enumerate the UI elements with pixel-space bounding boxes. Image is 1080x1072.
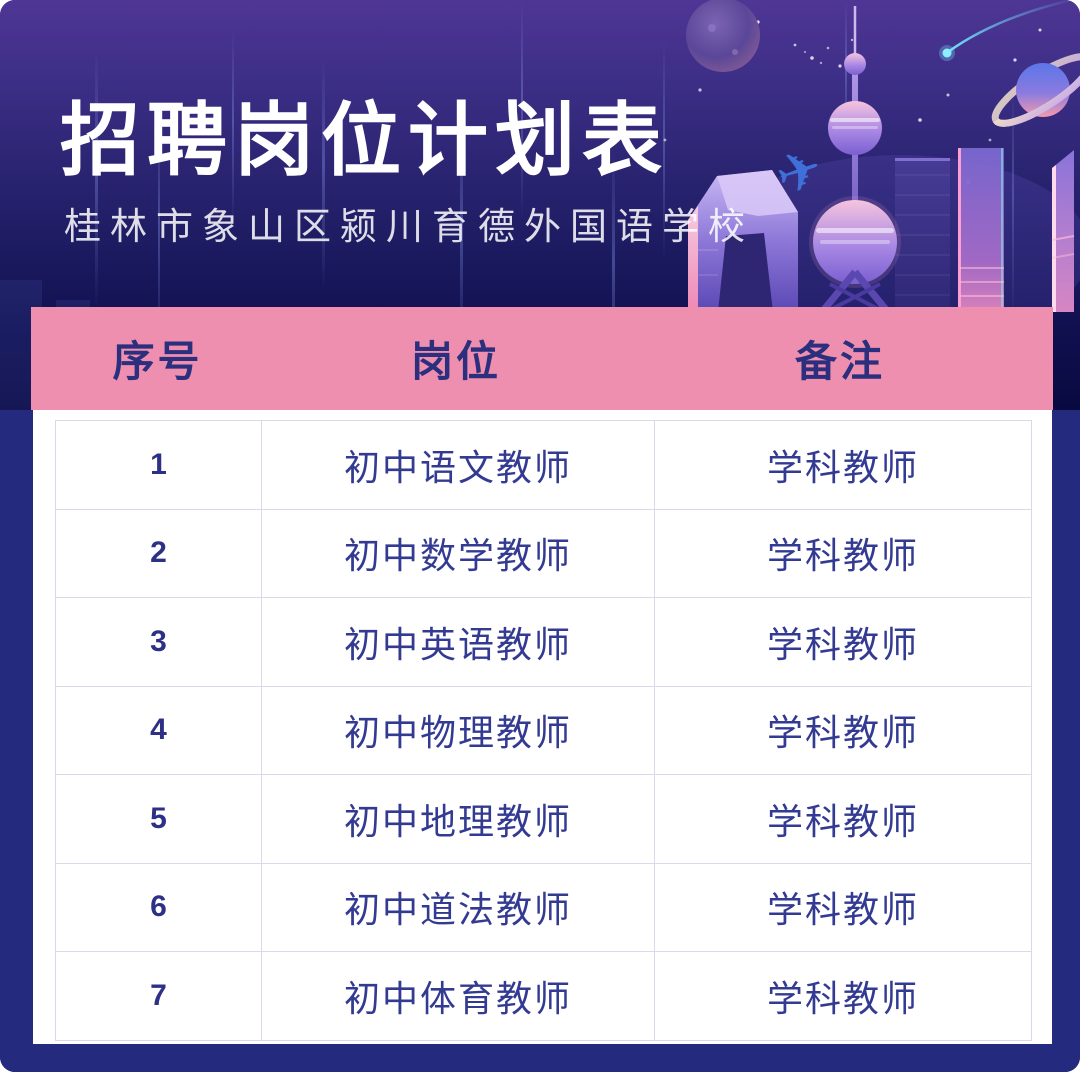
row-index-cell: 1 (55, 420, 262, 510)
moon-icon (686, 0, 760, 72)
column-header-position: 岗位 (410, 338, 501, 385)
row-note-cell: 学科教师 (654, 597, 1032, 687)
row-note-cell: 学科教师 (654, 420, 1032, 510)
skyscraper-icon (958, 148, 1004, 312)
table-row: 7 初中体育教师 学科教师 (55, 951, 1032, 1041)
oriental-pearl-tower-icon (809, 6, 901, 312)
column-header-note: 备注 (794, 338, 885, 385)
row-position-cell: 初中体育教师 (261, 951, 655, 1041)
table-panel: 1 初中语文教师 学科教师 2 初中数学教师 学科教师 3 初中英语教师 学科教… (33, 410, 1052, 1044)
table-row: 1 初中语文教师 学科教师 (55, 420, 1032, 510)
row-note-cell: 学科教师 (654, 862, 1032, 952)
header-banner: ✈ (0, 0, 1080, 410)
row-position-cell: 初中语文教师 (261, 420, 655, 510)
saturn-planet-icon (991, 53, 1080, 127)
row-position-cell: 初中道法教师 (261, 862, 655, 952)
row-note-cell: 学科教师 (654, 774, 1032, 864)
row-note-cell: 学科教师 (654, 508, 1032, 598)
row-index-cell: 2 (55, 508, 262, 598)
row-index-cell: 7 (55, 951, 262, 1041)
skyscraper-icon (895, 158, 950, 312)
table-row: 5 初中地理教师 学科教师 (55, 774, 1032, 864)
row-index-cell: 3 (55, 597, 262, 687)
row-note-cell: 学科教师 (654, 951, 1032, 1041)
table-row: 4 初中物理教师 学科教师 (55, 685, 1032, 775)
row-position-cell: 初中物理教师 (261, 685, 655, 775)
table-header-band: 序号 岗位 备注 (31, 307, 1053, 410)
cctv-building-icon (688, 170, 798, 312)
positions-table: 1 初中语文教师 学科教师 2 初中数学教师 学科教师 3 初中英语教师 学科教… (55, 420, 1032, 1041)
skyscraper-icon (1051, 150, 1075, 312)
row-index-cell: 6 (55, 862, 262, 952)
table-body: 1 初中语文教师 学科教师 2 初中数学教师 学科教师 3 初中英语教师 学科教… (55, 420, 1032, 1041)
row-index-cell: 4 (55, 685, 262, 775)
table-row: 3 初中英语教师 学科教师 (55, 597, 1032, 687)
city-skyline-illustration: ✈ (663, 0, 1080, 312)
row-position-cell: 初中地理教师 (261, 774, 655, 864)
row-position-cell: 初中数学教师 (261, 508, 655, 598)
comet-icon (939, 0, 1077, 61)
table-row: 6 初中道法教师 学科教师 (55, 862, 1032, 952)
row-position-cell: 初中英语教师 (261, 597, 655, 687)
column-header-index: 序号 (112, 338, 203, 385)
row-index-cell: 5 (55, 774, 262, 864)
page-subtitle: 桂林市象山区颍川育德外国语学校 (64, 206, 754, 247)
row-note-cell: 学科教师 (654, 685, 1032, 775)
table-row: 2 初中数学教师 学科教师 (55, 508, 1032, 598)
page-title: 招聘岗位计划表 (60, 96, 669, 185)
table-frame: 1 初中语文教师 学科教师 2 初中数学教师 学科教师 3 初中英语教师 学科教… (0, 410, 1080, 1072)
